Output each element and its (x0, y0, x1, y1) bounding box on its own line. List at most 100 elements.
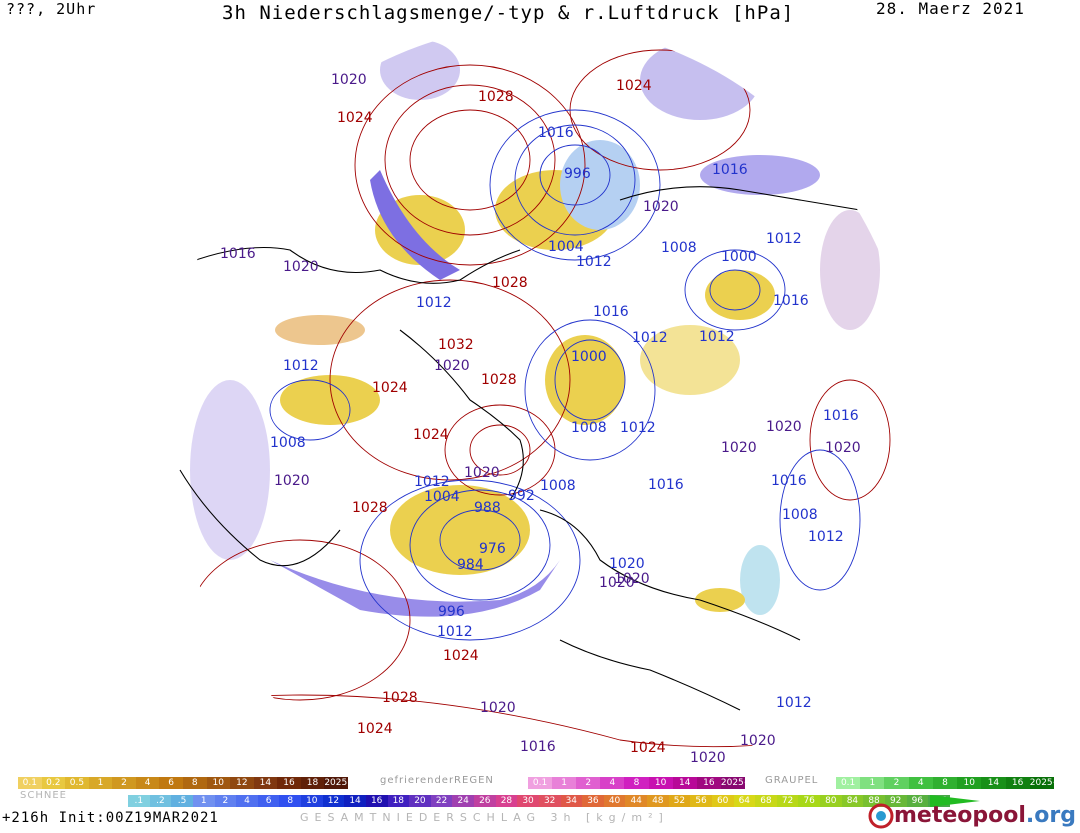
pressure-label: 1024 (443, 648, 479, 664)
legend-swatch: 18 (300, 777, 325, 789)
legend-swatch: 4 (908, 777, 933, 789)
valid-date: 28. Maerz 2021 (876, 0, 1025, 18)
legend-swatch: 76 (798, 795, 820, 807)
legend-swatch: 8 (279, 795, 301, 807)
legend-swatch: 68 (755, 795, 777, 807)
graupel-label: GRAUPEL (765, 775, 819, 786)
pressure-label: 984 (457, 557, 484, 573)
pressure-label: 1008 (782, 507, 818, 523)
legend-swatch: 10 (301, 795, 323, 807)
total-precip-label: GESAMTNIEDERSCHLAG 3h [kg/m²] (300, 811, 669, 824)
pressure-label: 1012 (620, 420, 656, 436)
meteopool-logo[interactable]: meteopool.org (868, 803, 1076, 829)
legend-swatch: 32 (538, 795, 561, 807)
scale-arrow-icon (930, 795, 980, 807)
pressure-label: 1024 (357, 721, 393, 737)
pressure-label: 1016 (823, 408, 859, 424)
pressure-label: 1000 (571, 349, 607, 365)
legend-swatch: 1 (552, 777, 577, 789)
legend-swatch: 16 (696, 777, 721, 789)
legend-swatch: 34 (560, 795, 583, 807)
legend-swatch: 48 (647, 795, 669, 807)
pressure-label: 1032 (438, 337, 474, 353)
pressure-label: 1028 (382, 690, 418, 706)
pressure-label: 1020 (766, 419, 802, 435)
run-label: ???, 2Uhr (6, 0, 97, 18)
pressure-label: 1012 (414, 474, 450, 490)
legend-swatch: 10 (957, 777, 982, 789)
pressure-label: 1012 (283, 358, 319, 374)
legend-swatch: 0.1 (18, 777, 42, 789)
legend-swatch: 56 (690, 795, 712, 807)
pressure-label: 1008 (571, 420, 607, 436)
legend-swatch: 44 (625, 795, 647, 807)
pressure-label: 1016 (771, 473, 807, 489)
legend-swatch: 0.1 (836, 777, 861, 789)
legend-swatch: 26 (474, 795, 496, 807)
snow-label: SCHNEE (20, 790, 67, 801)
legend-swatch: 10 (206, 777, 231, 789)
legend-swatch: 1 (860, 777, 885, 789)
legend-swatch: 30 (517, 795, 539, 807)
pressure-label: 1028 (481, 372, 517, 388)
pressure-label: 1020 (434, 358, 470, 374)
pressure-label: 1020 (599, 575, 635, 591)
legend-swatch: 0.2 (41, 777, 66, 789)
legend-swatch: 2 (214, 795, 237, 807)
precipitation-pressure-map: 1024 1028 1024 1028 1032 1024 1028 1024 … (169, 40, 901, 766)
legend-swatch: 2 (576, 777, 601, 789)
legend-swatch: 6 (159, 777, 183, 789)
legend-swatch: 2025+ (324, 777, 348, 789)
pressure-label: 1028 (352, 500, 388, 516)
legend-swatch: 60 (711, 795, 734, 807)
legend-swatch: 4 (600, 777, 625, 789)
legend-swatch: 2025+ (720, 777, 745, 789)
legend-swatch: 8 (182, 777, 207, 789)
legend-swatch: 8 (932, 777, 958, 789)
pressure-label: 1016 (520, 739, 556, 755)
pressure-label: 1016 (538, 125, 574, 141)
logo-swirl-icon (868, 803, 894, 829)
pressure-label: 1020 (331, 72, 367, 88)
legend-swatch: 12 (322, 795, 345, 807)
legend-swatch: 28 (495, 795, 518, 807)
pressure-label: 1004 (424, 489, 460, 505)
pressure-label: 1028 (478, 89, 514, 105)
pressure-label: 1020 (609, 556, 645, 572)
legend-swatch: 64 (733, 795, 756, 807)
legend-swatch: 2 (112, 777, 136, 789)
isobars-low (269, 109, 861, 641)
brand-name: meteopool (894, 803, 1026, 828)
legend-swatch: 10 (648, 777, 673, 789)
pressure-label: 1016 (593, 304, 629, 320)
pressure-label: 1020 (825, 440, 861, 456)
pressure-label: 1012 (808, 529, 844, 545)
legend-swatch: 16 (365, 795, 388, 807)
legend-swatch: .5 (171, 795, 193, 807)
pressure-label: 1024 (372, 380, 408, 396)
pressure-label: 1016 (712, 162, 748, 178)
pressure-label: 992 (508, 488, 535, 504)
total-precip-scale: .1.2.5 1 2 4 6 8 10 12 14 16 18 20 22 24 26 28 30 32 34 36 4… (128, 795, 950, 807)
legend-swatch: 0.5 (65, 777, 89, 789)
pressure-label: 1028 (492, 275, 528, 291)
pressure-label: 1020 (274, 473, 310, 489)
legend-swatch: 8 (624, 777, 649, 789)
legend-swatch: 0.1 (528, 777, 553, 789)
legend-swatch: .2 (149, 795, 172, 807)
pressure-label: 976 (479, 541, 506, 557)
pressure-label: 988 (474, 500, 501, 516)
pressure-label: 1020 (643, 199, 679, 215)
pressure-label: 1020 (614, 571, 650, 587)
legend-swatch: 92 (884, 795, 907, 807)
pressure-label: 1016 (220, 246, 256, 262)
legend-swatch: 20 (409, 795, 431, 807)
legend-swatch: 72 (776, 795, 799, 807)
legend-swatch: 52 (668, 795, 691, 807)
pressure-label: 1012 (776, 695, 812, 711)
pressure-label: 1016 (648, 477, 684, 493)
pressure-label: 1020 (740, 733, 776, 749)
pressure-label: 1008 (661, 240, 697, 256)
